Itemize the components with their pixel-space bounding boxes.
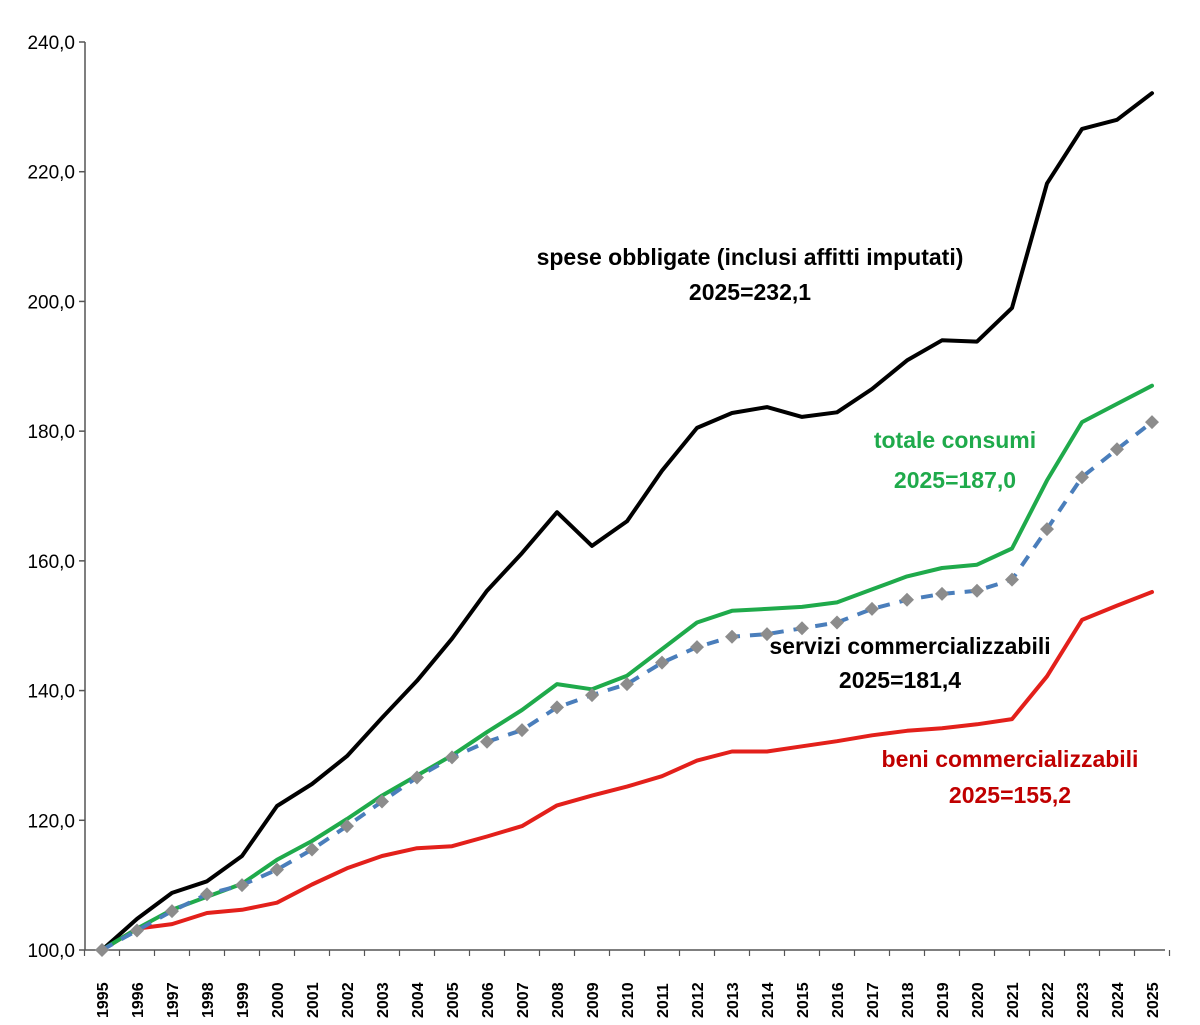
annotation-spese-line1: spese obbligate (inclusi affitti imputat… xyxy=(537,244,964,270)
x-tick-label: 2011 xyxy=(655,983,672,1018)
x-tick-label: 2019 xyxy=(935,982,952,1018)
series-marker-servizi xyxy=(1110,442,1124,457)
x-tick-label: 2008 xyxy=(550,982,567,1018)
x-tick-label: 1998 xyxy=(200,982,217,1018)
series-marker-servizi xyxy=(1145,415,1159,430)
series-marker-servizi xyxy=(515,723,529,738)
x-tick-label: 2006 xyxy=(480,982,497,1018)
x-tick-label: 2013 xyxy=(725,982,742,1018)
x-tick-label: 2020 xyxy=(970,982,987,1018)
x-tick-label: 2024 xyxy=(1110,982,1127,1018)
series-line-beni xyxy=(100,590,1154,952)
annotation-beni-line1: beni commercializzabili xyxy=(882,746,1139,772)
x-tick-label: 2012 xyxy=(690,982,707,1018)
x-tick-label: 2000 xyxy=(270,982,287,1018)
annotation-servizi-line2: 2025=181,4 xyxy=(839,667,961,693)
x-tick-label: 2001 xyxy=(305,982,322,1018)
series-marker-servizi xyxy=(270,862,284,877)
series-marker-servizi xyxy=(970,583,984,598)
x-tick-label: 1997 xyxy=(165,982,182,1018)
series-marker-servizi xyxy=(865,601,879,616)
series-marker-servizi xyxy=(655,655,669,670)
y-tick-label: 240,0 xyxy=(27,33,75,54)
series-marker-servizi xyxy=(410,770,424,785)
x-tick-label: 2009 xyxy=(585,982,602,1018)
y-tick-label: 100,0 xyxy=(27,941,75,962)
series-lines xyxy=(95,91,1159,957)
series-marker-servizi xyxy=(480,734,494,749)
y-tick-label: 180,0 xyxy=(27,422,75,443)
series-marker-servizi xyxy=(1040,522,1054,537)
series-marker-servizi xyxy=(620,677,634,692)
x-tick-label: 2007 xyxy=(515,982,532,1018)
series-marker-servizi xyxy=(585,688,599,703)
y-tick-label: 120,0 xyxy=(27,811,75,832)
x-tick-label: 2014 xyxy=(760,982,777,1018)
x-tick-label: 2002 xyxy=(340,982,357,1018)
series-marker-servizi xyxy=(935,586,949,601)
x-tick-label: 2005 xyxy=(445,982,462,1018)
x-tick-label: 2015 xyxy=(795,982,812,1018)
x-tick-label: 2017 xyxy=(865,982,882,1018)
series-marker-servizi xyxy=(1005,572,1019,587)
series-marker-servizi xyxy=(550,700,564,715)
x-tick-label: 1995 xyxy=(95,982,112,1018)
series-marker-servizi xyxy=(305,842,319,857)
series-marker-servizi xyxy=(375,794,389,809)
x-tick-label: 2022 xyxy=(1040,982,1057,1018)
series-marker-servizi xyxy=(725,629,739,644)
x-tick-label: 2010 xyxy=(620,982,637,1018)
series-marker-servizi xyxy=(900,592,914,607)
series-marker-servizi xyxy=(235,878,249,893)
x-tick-label: 1996 xyxy=(130,982,147,1018)
x-tick-label: 1999 xyxy=(235,982,252,1018)
y-tick-label: 200,0 xyxy=(27,292,75,313)
series-line-totale xyxy=(100,383,1154,952)
axes xyxy=(79,41,1171,956)
x-tick-label: 2025 xyxy=(1145,982,1162,1018)
annotation-totale-line1: totale consumi xyxy=(874,427,1036,453)
x-tick-label: 2021 xyxy=(1005,982,1022,1018)
series-marker-servizi xyxy=(1075,470,1089,485)
series-marker-servizi xyxy=(760,627,774,642)
series-marker-servizi xyxy=(830,615,844,630)
series-marker-servizi xyxy=(200,887,214,902)
annotation-totale-line2: 2025=187,0 xyxy=(894,467,1016,493)
series-marker-servizi xyxy=(95,943,109,957)
series-marker-servizi xyxy=(130,923,144,938)
x-tick-labels: 1995 1996 1997 1998 1999 2000 2001 2002 2003 2004… xyxy=(95,982,1162,1018)
y-tick-label: 160,0 xyxy=(27,552,75,573)
series-marker-servizi xyxy=(690,640,704,655)
y-tick-labels: 100,0 120,0 140,0 160,0 180,0 200,0 220,0 240,0 xyxy=(27,33,75,962)
x-tick-label: 2016 xyxy=(830,982,847,1018)
annotation-spese-line2: 2025=232,1 xyxy=(689,279,811,305)
series-line-spese xyxy=(100,91,1154,952)
x-tick-label: 2023 xyxy=(1075,982,1092,1018)
annotation-beni-line2: 2025=155,2 xyxy=(949,782,1071,808)
series-marker-servizi xyxy=(795,621,809,636)
x-tick-label: 2003 xyxy=(375,982,392,1018)
x-tick-label: 2004 xyxy=(410,982,427,1018)
series-marker-servizi xyxy=(340,819,354,834)
series-marker-servizi xyxy=(165,904,179,919)
x-tick-label: 2018 xyxy=(900,982,917,1018)
y-tick-label: 220,0 xyxy=(27,163,75,184)
series-marker-servizi xyxy=(445,750,459,765)
y-tick-label: 140,0 xyxy=(27,682,75,703)
annotation-servizi-line1: servizi commercializzabili xyxy=(769,633,1050,659)
